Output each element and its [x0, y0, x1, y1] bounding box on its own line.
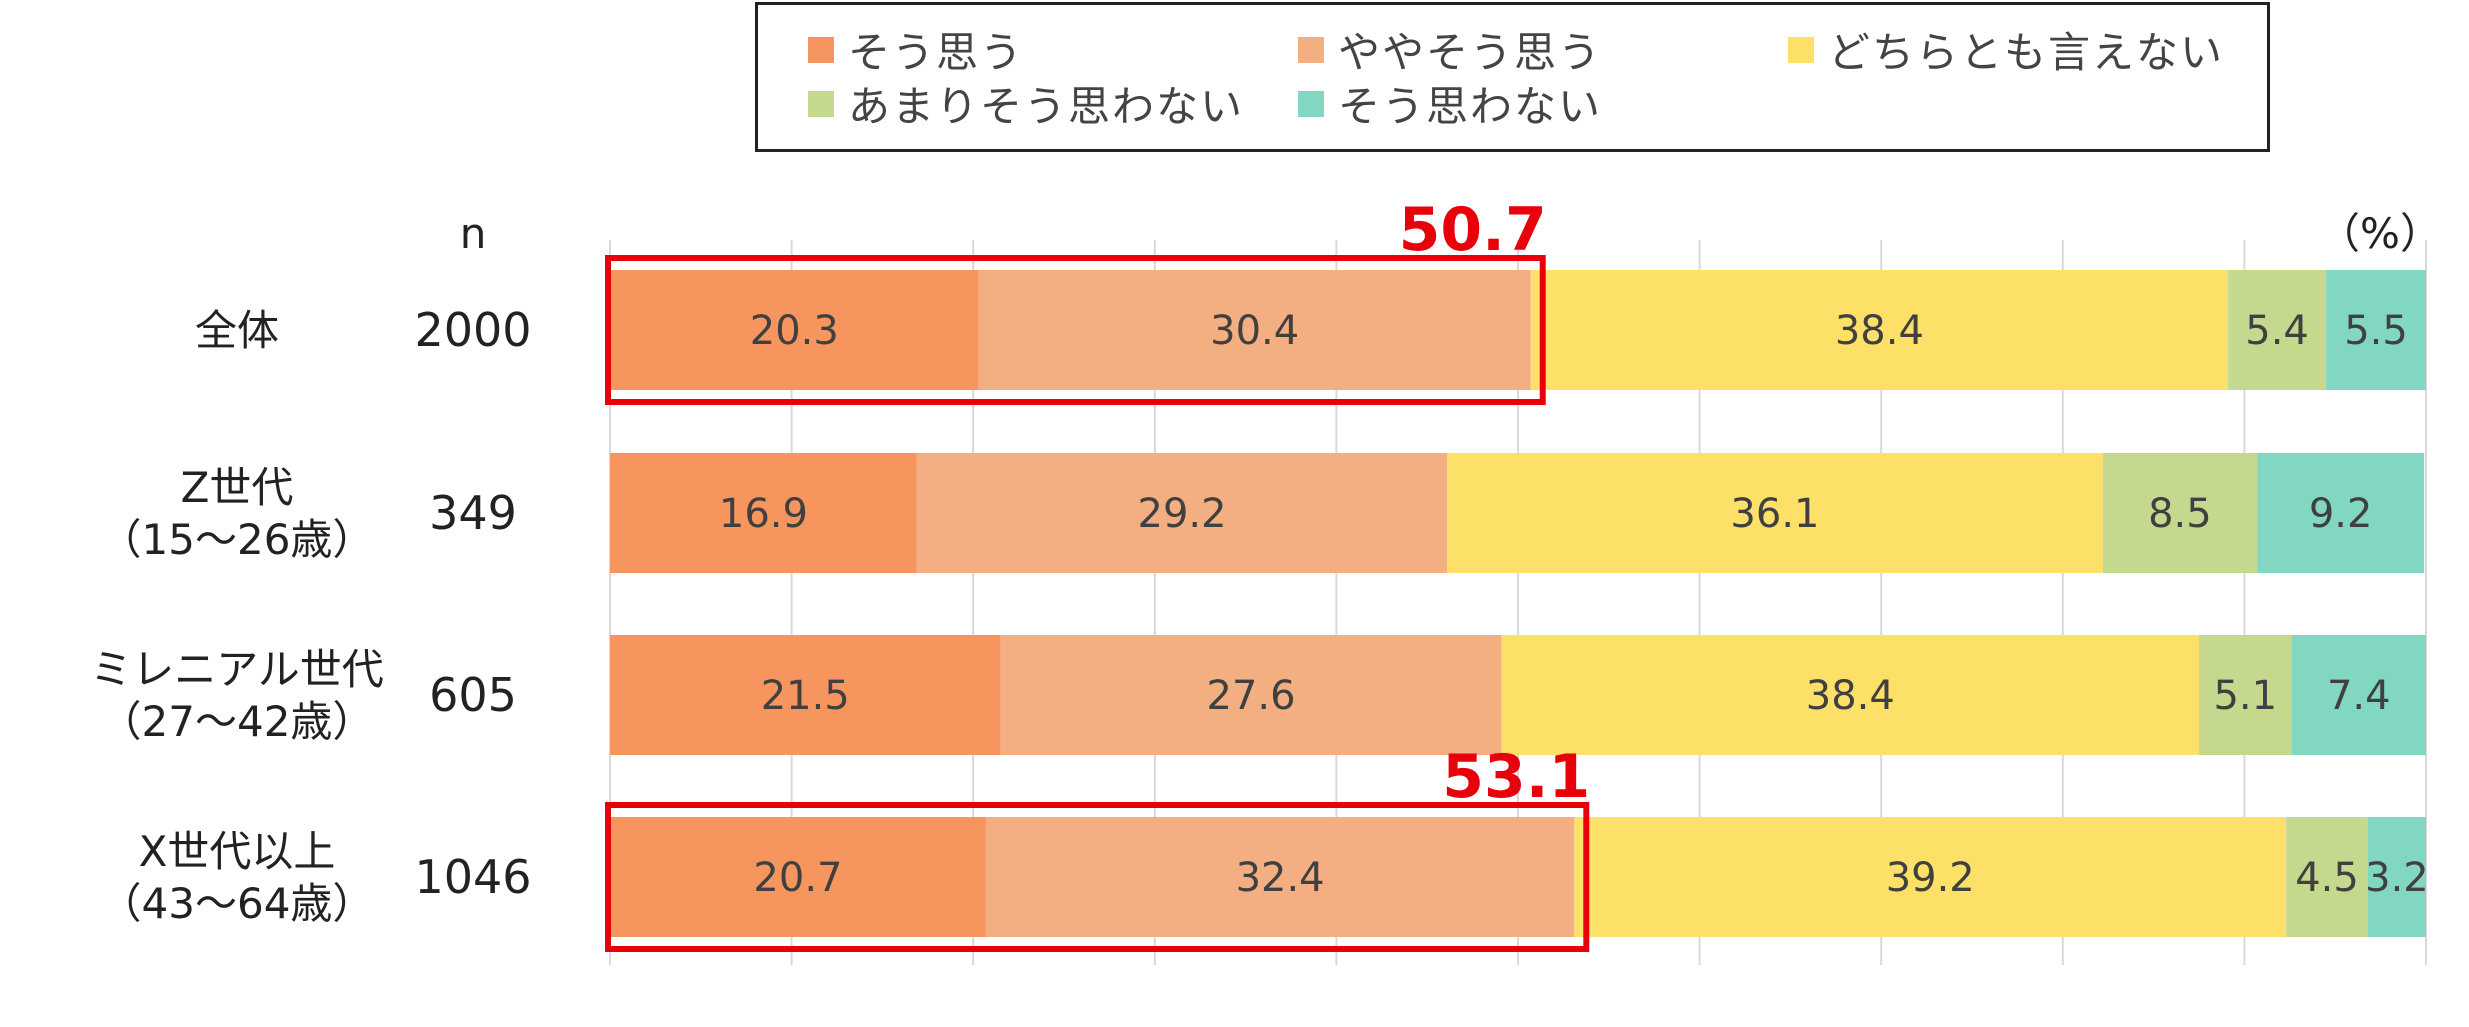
bar-segment	[2367, 817, 2426, 937]
data-label: 8.5	[2148, 491, 2212, 537]
data-label: 36.1	[1730, 491, 1819, 537]
n-value: 349	[429, 486, 517, 540]
data-label: 9.2	[2309, 491, 2373, 537]
category-label: X世代以上	[139, 827, 336, 876]
annotations: 50.7 53.1	[605, 195, 1590, 952]
bar-segment	[2291, 635, 2426, 755]
data-label: 7.4	[2327, 673, 2391, 719]
category-label: 全体	[195, 306, 279, 355]
data-label: 5.4	[2245, 308, 2309, 354]
category-labels: 全体 2000 Z世代（15〜26歳） 349 ミレニアル世代（27〜42歳） 605 X世…	[90, 303, 531, 928]
legend-item-neutral: どちらとも言えない	[1788, 19, 2224, 80]
legend-label: あまりそう思わない	[848, 82, 1245, 131]
n-value: 1046	[414, 850, 531, 904]
bar-segment	[1501, 635, 2199, 755]
legend-swatch	[808, 90, 834, 117]
bar-segment	[610, 635, 1001, 755]
legend-item-somewhat-agree: ややそう思う	[1298, 19, 1602, 80]
bar-segment	[978, 270, 1531, 390]
data-label: 29.2	[1138, 491, 1227, 537]
legend-swatch	[1298, 90, 1324, 117]
bar-segment	[1530, 270, 2229, 390]
bar-segment	[2286, 817, 2368, 937]
n-value: 605	[429, 668, 517, 722]
highlight-total: 53.1	[1442, 742, 1590, 812]
legend-swatch	[808, 36, 834, 63]
data-label: 32.4	[1236, 855, 1325, 901]
data-label: 21.5	[761, 673, 850, 719]
bar-segment	[2228, 270, 2327, 390]
bar-segment	[2257, 453, 2425, 573]
bar-segment	[1574, 817, 2287, 937]
data-label: 38.4	[1835, 308, 1924, 354]
bar-area: 20.3 30.4 38.4 5.4 5.5 16.9 29.2 36.1 8.5 9.2 21.5…	[610, 270, 2429, 937]
data-label: 20.3	[750, 308, 839, 354]
category-label: ミレニアル世代	[90, 645, 384, 694]
legend-label: ややそう思う	[1338, 28, 1603, 77]
bar-segment	[610, 270, 979, 390]
data-label: 4.5	[2295, 855, 2359, 901]
data-label: 5.1	[2213, 673, 2277, 719]
highlight-box	[605, 802, 1590, 952]
legend-label: そう思わない	[1338, 82, 1603, 131]
data-label: 5.5	[2344, 308, 2408, 354]
data-label: 30.4	[1210, 308, 1299, 354]
data-label: 20.7	[753, 855, 842, 901]
bar-segment	[2199, 635, 2292, 755]
n-column-header: n	[460, 209, 487, 258]
data-label: 3.2	[2365, 855, 2429, 901]
legend-swatch	[1788, 36, 1814, 63]
bar-segment	[916, 453, 1448, 573]
chart-legend: そう思う ややそう思う どちらとも言えない あまりそう思わない そう思わない	[755, 2, 2270, 152]
category-label: （15〜26歳）	[100, 515, 375, 564]
data-label: 27.6	[1207, 673, 1296, 719]
unit-label: （%）	[2318, 209, 2442, 258]
category-label: （43〜64歳）	[100, 879, 375, 928]
bar-segment	[610, 817, 986, 937]
legend-item-strongly-agree: そう思う	[808, 19, 1024, 80]
legend-label: そう思う	[848, 28, 1025, 77]
n-value: 2000	[414, 303, 531, 357]
data-label: 16.9	[719, 491, 808, 537]
legend-item-somewhat-disagree: あまりそう思わない	[808, 73, 1244, 134]
bar-segment	[1447, 453, 2103, 573]
data-label: 39.2	[1886, 855, 1975, 901]
bar-segment	[2326, 270, 2426, 390]
highlight-total: 50.7	[1399, 195, 1547, 265]
bar-segment	[610, 453, 917, 573]
highlight-box	[605, 255, 1546, 405]
legend-label: どちらとも言えない	[1828, 28, 2225, 77]
category-label: （27〜42歳）	[100, 697, 375, 746]
bar-segment	[985, 817, 1575, 937]
data-label: 38.4	[1806, 673, 1895, 719]
bar-segment	[1000, 635, 1502, 755]
legend-swatch	[1298, 36, 1324, 63]
category-label: Z世代	[181, 463, 294, 512]
legend-item-disagree: そう思わない	[1298, 73, 1602, 134]
bar-segment	[2102, 453, 2258, 573]
